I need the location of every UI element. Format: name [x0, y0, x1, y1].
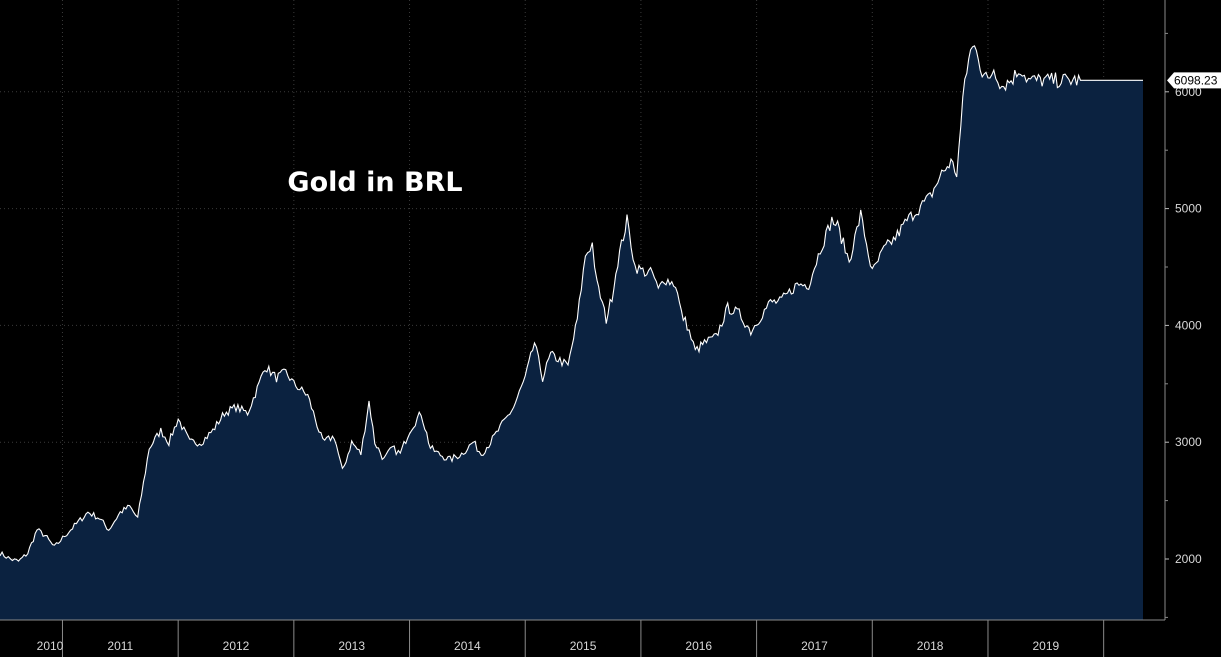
last-value-label: 6098.23: [1174, 73, 1218, 87]
x-tick-label: 2018: [917, 639, 944, 653]
last-value-tag: [1167, 72, 1221, 89]
price-series-line: [0, 45, 1143, 562]
x-tick-label: 2016: [685, 639, 712, 653]
price-area-fill: [0, 45, 1143, 620]
x-tick-label: 2013: [338, 639, 365, 653]
x-tick-label: 2011: [107, 639, 133, 653]
y-tick-label: 2000: [1175, 552, 1202, 566]
x-tick-label: 2019: [1032, 639, 1059, 653]
y-tick-label: 3000: [1175, 435, 1202, 449]
x-tick-label: 2017: [801, 639, 828, 653]
x-tick-label: 2015: [570, 639, 597, 653]
x-axis-ticks: 2010 2011 2012 2013 2014 2015 2016 2017 2018 2019: [37, 620, 1105, 657]
y-tick-label: 4000: [1175, 318, 1202, 332]
last-value-marker: 6098.23: [1167, 72, 1221, 89]
x-tick-label: 2014: [454, 639, 481, 653]
x-tick-label: 2012: [223, 639, 250, 653]
y-tick-label: 5000: [1175, 202, 1202, 216]
x-tick-label: 2010: [37, 639, 64, 653]
chart-title: Gold in BRL: [287, 167, 462, 198]
